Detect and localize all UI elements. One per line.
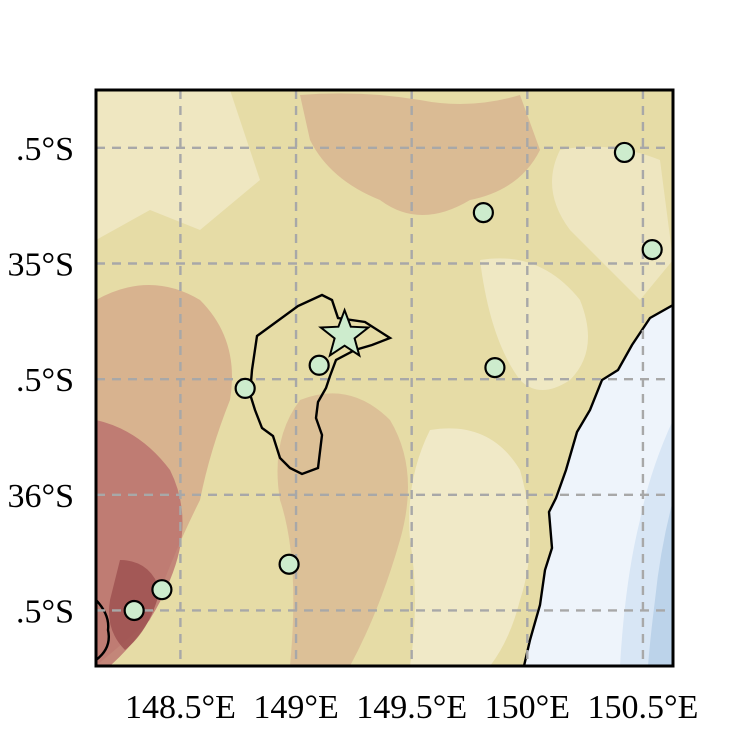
lat-label-3: 36°S — [7, 478, 74, 515]
lon-label-1: 149°E — [253, 689, 338, 726]
lat-label-0: .5°S — [16, 131, 74, 168]
lat-label-2: .5°S — [16, 362, 74, 399]
lon-label-3: 150°E — [485, 689, 570, 726]
station-marker-7 — [152, 580, 171, 599]
station-marker-8 — [125, 601, 144, 620]
station-marker-5 — [236, 379, 255, 398]
station-marker-6 — [280, 555, 299, 574]
lon-label-2: 149.5°E — [356, 689, 467, 726]
longitude-labels: 148.5°E 149°E 149.5°E 150°E 150.5°E — [125, 689, 698, 726]
latitude-labels: .5°S 35°S .5°S 36°S .5°S — [7, 131, 74, 631]
station-marker-2 — [643, 240, 662, 259]
map-content — [96, 90, 673, 666]
station-marker-3 — [485, 358, 504, 377]
station-marker-0 — [615, 143, 634, 162]
station-marker-4 — [310, 356, 329, 375]
station-marker-1 — [474, 203, 493, 222]
lat-label-1: 35°S — [7, 246, 74, 283]
lat-label-4: .5°S — [16, 593, 74, 630]
lon-label-4: 150.5°E — [587, 689, 698, 726]
lon-label-0: 148.5°E — [125, 689, 236, 726]
